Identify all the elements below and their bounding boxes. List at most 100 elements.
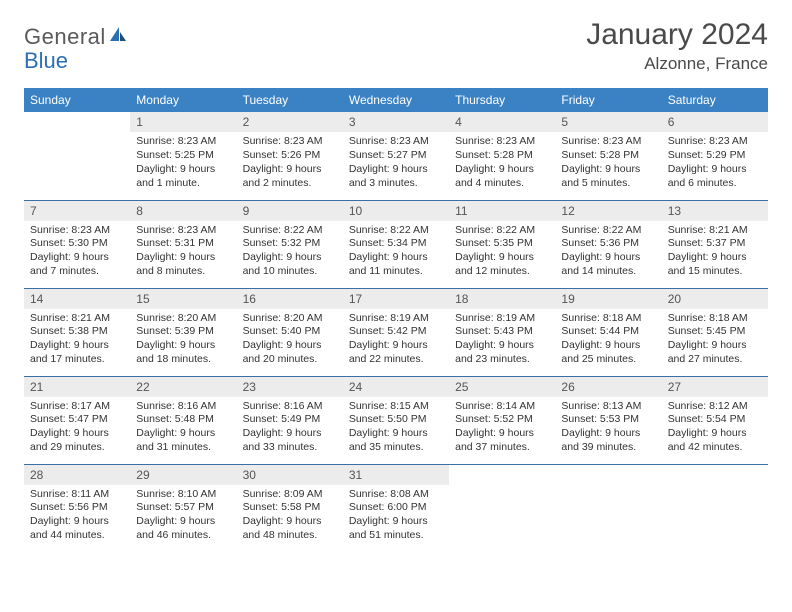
calendar-day-cell: 27Sunrise: 8:12 AMSunset: 5:54 PMDayligh… bbox=[662, 376, 768, 464]
calendar-week-row: 14Sunrise: 8:21 AMSunset: 5:38 PMDayligh… bbox=[24, 288, 768, 376]
sunrise-text: Sunrise: 8:21 AM bbox=[668, 224, 762, 238]
sunrise-text: Sunrise: 8:23 AM bbox=[455, 135, 549, 149]
calendar-day-cell: 26Sunrise: 8:13 AMSunset: 5:53 PMDayligh… bbox=[555, 376, 661, 464]
calendar-day-cell: 8Sunrise: 8:23 AMSunset: 5:31 PMDaylight… bbox=[130, 200, 236, 288]
sunset-text: Sunset: 5:54 PM bbox=[668, 413, 762, 427]
day-details: Sunrise: 8:23 AMSunset: 5:27 PMDaylight:… bbox=[343, 132, 449, 196]
daylight-text-2: and 48 minutes. bbox=[243, 529, 337, 543]
day-number: 6 bbox=[662, 112, 768, 132]
day-details: Sunrise: 8:16 AMSunset: 5:49 PMDaylight:… bbox=[237, 397, 343, 461]
brand-part1: General bbox=[24, 24, 106, 50]
daylight-text-1: Daylight: 9 hours bbox=[30, 515, 124, 529]
day-number: 10 bbox=[343, 201, 449, 221]
daylight-text-2: and 5 minutes. bbox=[561, 177, 655, 191]
calendar-day-cell: 16Sunrise: 8:20 AMSunset: 5:40 PMDayligh… bbox=[237, 288, 343, 376]
daylight-text-2: and 22 minutes. bbox=[349, 353, 443, 367]
calendar-table: SundayMondayTuesdayWednesdayThursdayFrid… bbox=[24, 88, 768, 552]
day-details: Sunrise: 8:12 AMSunset: 5:54 PMDaylight:… bbox=[662, 397, 768, 461]
weekday-header: Sunday bbox=[24, 88, 130, 112]
daylight-text-1: Daylight: 9 hours bbox=[136, 515, 230, 529]
location-label: Alzonne, France bbox=[586, 54, 768, 74]
daylight-text-2: and 10 minutes. bbox=[243, 265, 337, 279]
day-number: 30 bbox=[237, 465, 343, 485]
title-block: January 2024 Alzonne, France bbox=[586, 18, 768, 74]
calendar-day-cell bbox=[662, 464, 768, 552]
daylight-text-1: Daylight: 9 hours bbox=[30, 339, 124, 353]
sunrise-text: Sunrise: 8:23 AM bbox=[136, 224, 230, 238]
sunset-text: Sunset: 5:40 PM bbox=[243, 325, 337, 339]
sunrise-text: Sunrise: 8:22 AM bbox=[455, 224, 549, 238]
calendar-day-cell: 30Sunrise: 8:09 AMSunset: 5:58 PMDayligh… bbox=[237, 464, 343, 552]
sunrise-text: Sunrise: 8:18 AM bbox=[561, 312, 655, 326]
day-details: Sunrise: 8:23 AMSunset: 5:29 PMDaylight:… bbox=[662, 132, 768, 196]
sunset-text: Sunset: 5:58 PM bbox=[243, 501, 337, 515]
sunrise-text: Sunrise: 8:11 AM bbox=[30, 488, 124, 502]
sunrise-text: Sunrise: 8:16 AM bbox=[136, 400, 230, 414]
sunset-text: Sunset: 5:39 PM bbox=[136, 325, 230, 339]
weekday-header: Monday bbox=[130, 88, 236, 112]
sunset-text: Sunset: 5:29 PM bbox=[668, 149, 762, 163]
day-number: 11 bbox=[449, 201, 555, 221]
day-number: 25 bbox=[449, 377, 555, 397]
sunrise-text: Sunrise: 8:12 AM bbox=[668, 400, 762, 414]
daylight-text-2: and 51 minutes. bbox=[349, 529, 443, 543]
sunrise-text: Sunrise: 8:09 AM bbox=[243, 488, 337, 502]
day-number: 17 bbox=[343, 289, 449, 309]
daylight-text-2: and 33 minutes. bbox=[243, 441, 337, 455]
day-details: Sunrise: 8:18 AMSunset: 5:44 PMDaylight:… bbox=[555, 309, 661, 373]
calendar-day-cell: 21Sunrise: 8:17 AMSunset: 5:47 PMDayligh… bbox=[24, 376, 130, 464]
sunset-text: Sunset: 5:42 PM bbox=[349, 325, 443, 339]
calendar-day-cell: 19Sunrise: 8:18 AMSunset: 5:44 PMDayligh… bbox=[555, 288, 661, 376]
day-details: Sunrise: 8:21 AMSunset: 5:38 PMDaylight:… bbox=[24, 309, 130, 373]
daylight-text-1: Daylight: 9 hours bbox=[455, 339, 549, 353]
daylight-text-1: Daylight: 9 hours bbox=[561, 427, 655, 441]
calendar-day-cell: 18Sunrise: 8:19 AMSunset: 5:43 PMDayligh… bbox=[449, 288, 555, 376]
calendar-day-cell: 29Sunrise: 8:10 AMSunset: 5:57 PMDayligh… bbox=[130, 464, 236, 552]
sunset-text: Sunset: 5:26 PM bbox=[243, 149, 337, 163]
day-number: 27 bbox=[662, 377, 768, 397]
daylight-text-1: Daylight: 9 hours bbox=[136, 427, 230, 441]
day-details: Sunrise: 8:23 AMSunset: 5:26 PMDaylight:… bbox=[237, 132, 343, 196]
day-number: 5 bbox=[555, 112, 661, 132]
daylight-text-2: and 8 minutes. bbox=[136, 265, 230, 279]
day-details: Sunrise: 8:22 AMSunset: 5:36 PMDaylight:… bbox=[555, 221, 661, 285]
sunrise-text: Sunrise: 8:22 AM bbox=[349, 224, 443, 238]
daylight-text-2: and 25 minutes. bbox=[561, 353, 655, 367]
daylight-text-1: Daylight: 9 hours bbox=[561, 163, 655, 177]
sunrise-text: Sunrise: 8:14 AM bbox=[455, 400, 549, 414]
day-details: Sunrise: 8:20 AMSunset: 5:39 PMDaylight:… bbox=[130, 309, 236, 373]
daylight-text-2: and 23 minutes. bbox=[455, 353, 549, 367]
calendar-day-cell: 6Sunrise: 8:23 AMSunset: 5:29 PMDaylight… bbox=[662, 112, 768, 200]
day-details: Sunrise: 8:16 AMSunset: 5:48 PMDaylight:… bbox=[130, 397, 236, 461]
sunset-text: Sunset: 5:34 PM bbox=[349, 237, 443, 251]
sunset-text: Sunset: 5:27 PM bbox=[349, 149, 443, 163]
day-details: Sunrise: 8:18 AMSunset: 5:45 PMDaylight:… bbox=[662, 309, 768, 373]
sunset-text: Sunset: 5:38 PM bbox=[30, 325, 124, 339]
sunset-text: Sunset: 5:45 PM bbox=[668, 325, 762, 339]
daylight-text-1: Daylight: 9 hours bbox=[349, 251, 443, 265]
daylight-text-2: and 37 minutes. bbox=[455, 441, 549, 455]
day-number: 7 bbox=[24, 201, 130, 221]
daylight-text-2: and 39 minutes. bbox=[561, 441, 655, 455]
calendar-week-row: 21Sunrise: 8:17 AMSunset: 5:47 PMDayligh… bbox=[24, 376, 768, 464]
sunset-text: Sunset: 5:36 PM bbox=[561, 237, 655, 251]
daylight-text-1: Daylight: 9 hours bbox=[30, 251, 124, 265]
sunset-text: Sunset: 5:32 PM bbox=[243, 237, 337, 251]
calendar-day-cell: 9Sunrise: 8:22 AMSunset: 5:32 PMDaylight… bbox=[237, 200, 343, 288]
calendar-day-cell: 4Sunrise: 8:23 AMSunset: 5:28 PMDaylight… bbox=[449, 112, 555, 200]
calendar-day-cell bbox=[24, 112, 130, 200]
sunrise-text: Sunrise: 8:08 AM bbox=[349, 488, 443, 502]
weekday-header: Tuesday bbox=[237, 88, 343, 112]
sunset-text: Sunset: 5:37 PM bbox=[668, 237, 762, 251]
daylight-text-1: Daylight: 9 hours bbox=[136, 251, 230, 265]
daylight-text-2: and 4 minutes. bbox=[455, 177, 549, 191]
sunrise-text: Sunrise: 8:21 AM bbox=[30, 312, 124, 326]
day-number: 21 bbox=[24, 377, 130, 397]
calendar-day-cell: 15Sunrise: 8:20 AMSunset: 5:39 PMDayligh… bbox=[130, 288, 236, 376]
daylight-text-2: and 2 minutes. bbox=[243, 177, 337, 191]
sunrise-text: Sunrise: 8:22 AM bbox=[561, 224, 655, 238]
calendar-day-cell: 13Sunrise: 8:21 AMSunset: 5:37 PMDayligh… bbox=[662, 200, 768, 288]
daylight-text-1: Daylight: 9 hours bbox=[30, 427, 124, 441]
day-number: 12 bbox=[555, 201, 661, 221]
sunset-text: Sunset: 5:48 PM bbox=[136, 413, 230, 427]
